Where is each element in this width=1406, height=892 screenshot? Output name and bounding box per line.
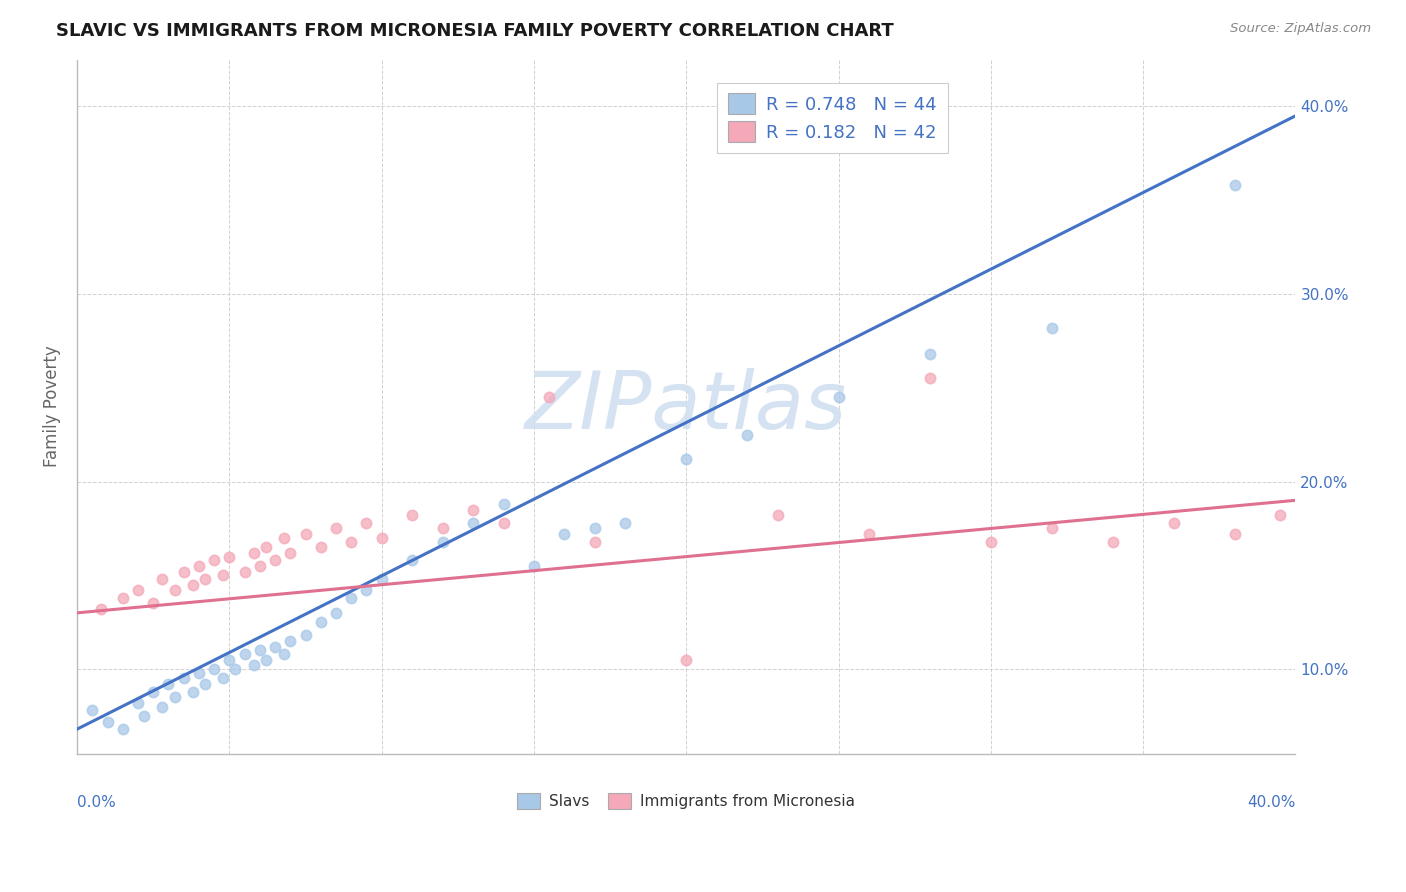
Point xyxy=(181,578,204,592)
Point xyxy=(858,527,880,541)
Point xyxy=(401,508,423,523)
Point xyxy=(233,647,256,661)
Point xyxy=(96,714,118,729)
Point xyxy=(370,572,392,586)
Point xyxy=(90,602,112,616)
Point xyxy=(614,516,637,530)
Point xyxy=(309,615,332,630)
Point xyxy=(111,591,134,605)
Point xyxy=(233,565,256,579)
Point xyxy=(370,531,392,545)
Point xyxy=(1163,516,1185,530)
Point xyxy=(181,684,204,698)
Point xyxy=(1270,508,1292,523)
Point xyxy=(492,497,515,511)
Point xyxy=(1040,320,1063,334)
Point xyxy=(111,722,134,736)
Point xyxy=(492,516,515,530)
Point xyxy=(173,565,195,579)
Point xyxy=(1223,178,1246,193)
Point xyxy=(242,546,264,560)
Point xyxy=(827,390,849,404)
Point xyxy=(150,572,173,586)
Point xyxy=(218,653,240,667)
Point xyxy=(273,531,295,545)
Point xyxy=(249,643,271,657)
Text: ZIPatlas: ZIPatlas xyxy=(526,368,848,446)
Text: 0.0%: 0.0% xyxy=(77,795,115,810)
Point xyxy=(766,508,789,523)
Point xyxy=(309,540,332,554)
Point xyxy=(127,583,149,598)
Point xyxy=(432,534,454,549)
Point xyxy=(918,371,941,385)
Point xyxy=(294,527,316,541)
Text: Source: ZipAtlas.com: Source: ZipAtlas.com xyxy=(1230,22,1371,36)
Point xyxy=(142,684,165,698)
Point xyxy=(735,427,758,442)
Legend: Slavs, Immigrants from Micronesia: Slavs, Immigrants from Micronesia xyxy=(512,787,862,815)
Point xyxy=(523,558,546,573)
Point xyxy=(356,583,378,598)
Point xyxy=(202,662,225,676)
Point xyxy=(340,591,363,605)
Point xyxy=(157,677,180,691)
Point xyxy=(294,628,316,642)
Point xyxy=(1040,521,1063,535)
Point xyxy=(401,553,423,567)
Point xyxy=(254,653,277,667)
Point xyxy=(675,452,697,467)
Point xyxy=(325,606,347,620)
Point xyxy=(187,665,209,680)
Point xyxy=(173,672,195,686)
Point xyxy=(538,390,561,404)
Point xyxy=(340,534,363,549)
Point xyxy=(278,634,301,648)
Point xyxy=(127,696,149,710)
Point xyxy=(432,521,454,535)
Point xyxy=(461,516,484,530)
Point xyxy=(1101,534,1123,549)
Point xyxy=(187,558,209,573)
Point xyxy=(918,347,941,361)
Point xyxy=(212,672,235,686)
Y-axis label: Family Poverty: Family Poverty xyxy=(44,346,60,467)
Point xyxy=(583,521,606,535)
Point xyxy=(675,653,697,667)
Text: 40.0%: 40.0% xyxy=(1247,795,1295,810)
Point xyxy=(150,699,173,714)
Point xyxy=(356,516,378,530)
Point xyxy=(163,690,186,705)
Point xyxy=(461,502,484,516)
Point xyxy=(325,521,347,535)
Point xyxy=(132,709,155,723)
Point xyxy=(1223,527,1246,541)
Point xyxy=(194,572,217,586)
Point xyxy=(194,677,217,691)
Point xyxy=(202,553,225,567)
Point xyxy=(264,640,287,654)
Text: SLAVIC VS IMMIGRANTS FROM MICRONESIA FAMILY POVERTY CORRELATION CHART: SLAVIC VS IMMIGRANTS FROM MICRONESIA FAM… xyxy=(56,22,894,40)
Point xyxy=(142,597,165,611)
Point xyxy=(82,703,104,717)
Point xyxy=(273,647,295,661)
Point xyxy=(553,527,575,541)
Point xyxy=(583,534,606,549)
Point xyxy=(249,558,271,573)
Point xyxy=(278,546,301,560)
Point xyxy=(163,583,186,598)
Point xyxy=(218,549,240,564)
Point xyxy=(264,553,287,567)
Point xyxy=(980,534,1002,549)
Point xyxy=(254,540,277,554)
Point xyxy=(242,658,264,673)
Point xyxy=(224,662,246,676)
Point xyxy=(212,568,235,582)
